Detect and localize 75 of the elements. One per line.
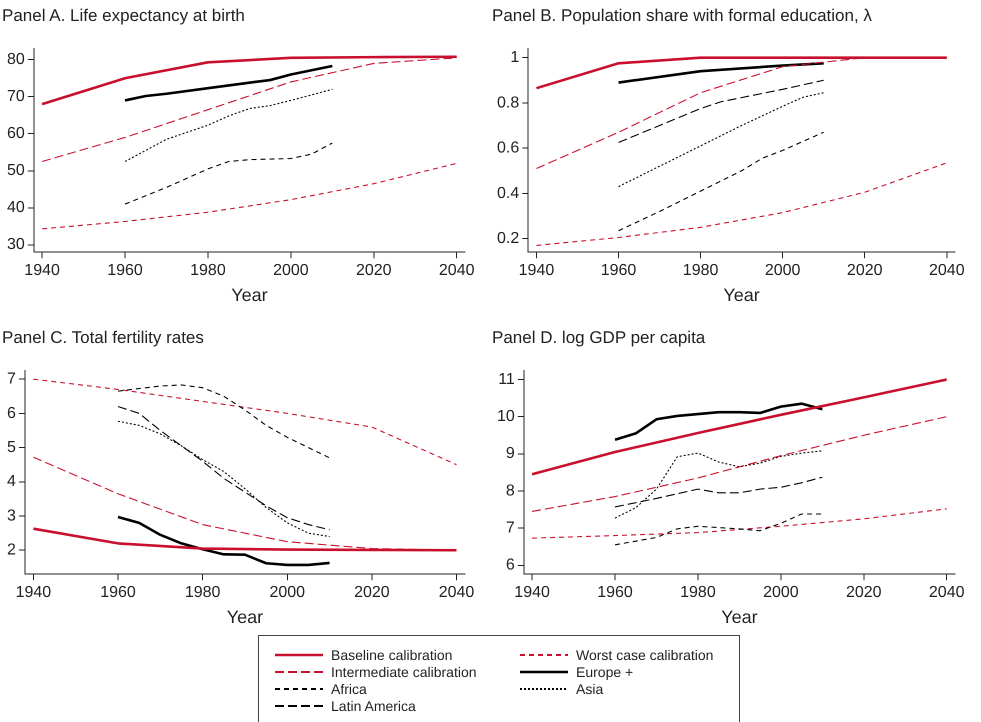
line-series — [618, 80, 824, 144]
line-series — [618, 92, 824, 188]
y-tick-label: 0.8 — [496, 94, 520, 112]
line-series — [124, 142, 333, 205]
x-tick-label: 2000 — [269, 584, 306, 602]
line-series — [117, 384, 330, 458]
x-tick-label: 1940 — [518, 262, 554, 280]
x-axis-title: Year — [721, 607, 758, 628]
x-axis-title: Year — [231, 285, 268, 306]
legend-label: Europe + — [576, 664, 634, 680]
line-series — [614, 513, 823, 546]
y-tick-label: 6 — [506, 556, 515, 574]
line-series — [532, 508, 948, 539]
y-tick-label: 7 — [6, 370, 16, 388]
x-tick-label: 1980 — [184, 584, 221, 602]
legend-label: Asia — [576, 680, 604, 696]
y-tick-label: 11 — [498, 370, 515, 388]
legend-label: Baseline calibration — [331, 646, 452, 662]
line-series — [124, 88, 333, 162]
chart-title: Panel B. Population share with formal education, λ — [492, 6, 872, 26]
chart-title: Panel C. Total fertility rates — [2, 328, 204, 348]
x-tick-label: 1980 — [680, 584, 716, 602]
x-axis-title: Year — [723, 285, 760, 306]
x-tick-label: 2040 — [438, 262, 475, 280]
x-tick-label: 2020 — [846, 584, 882, 602]
x-tick-label: 2020 — [354, 584, 390, 602]
x-tick-label: 2000 — [273, 262, 309, 280]
x-tick-label: 1940 — [24, 262, 60, 280]
y-tick-label: 3 — [6, 507, 16, 524]
x-tick-label: 1940 — [16, 584, 52, 602]
y-tick-label: 5 — [6, 439, 16, 456]
y-tick-label: 0.6 — [496, 140, 520, 157]
y-tick-label: 4 — [6, 473, 16, 490]
legend-label: Africa — [331, 680, 367, 696]
x-tick-label: 1980 — [190, 262, 226, 280]
x-tick-label: 1960 — [100, 584, 136, 602]
y-tick-label: 0.2 — [496, 230, 520, 248]
chart-title: Panel D. log GDP per capita — [492, 328, 706, 348]
y-tick-label: 9 — [506, 445, 515, 462]
line-series — [32, 378, 458, 466]
y-tick-label: 6 — [6, 404, 16, 422]
y-tick-label: 0.4 — [496, 184, 520, 202]
line-series — [614, 450, 823, 519]
x-tick-label: 2040 — [928, 262, 965, 280]
x-tick-label: 2040 — [438, 584, 474, 602]
legend-label: Intermediate calibration — [331, 664, 477, 680]
y-tick-label: 10 — [497, 408, 515, 426]
y-tick-label: 80 — [7, 51, 25, 68]
chart-title: Panel A. Life expectancy at birth — [2, 6, 245, 26]
x-tick-label: 2020 — [846, 262, 883, 280]
y-tick-label: 8 — [506, 482, 515, 500]
x-axis-title: Year — [226, 607, 264, 628]
line-series — [532, 416, 948, 512]
line-series — [618, 132, 824, 232]
x-tick-label: 1940 — [514, 584, 550, 602]
x-tick-label: 2000 — [763, 584, 799, 602]
x-tick-label: 2000 — [764, 262, 801, 280]
y-tick-label: 7 — [506, 520, 515, 537]
x-tick-label: 1960 — [600, 262, 636, 280]
y-tick-label: 1 — [510, 49, 520, 66]
y-tick-label: 30 — [7, 236, 25, 254]
line-series — [42, 162, 458, 230]
x-tick-label: 1960 — [597, 584, 633, 602]
y-tick-label: 60 — [7, 125, 25, 142]
line-series — [536, 162, 948, 246]
legend-label: Worst case calibration — [576, 646, 714, 662]
y-tick-label: 2 — [6, 542, 16, 559]
x-tick-label: 1980 — [682, 262, 718, 280]
x-tick-label: 2040 — [928, 584, 965, 602]
legend-label: Latin America — [331, 698, 416, 714]
y-tick-label: 50 — [7, 162, 25, 180]
y-tick-label: 70 — [7, 88, 25, 106]
x-tick-label: 1960 — [107, 262, 143, 280]
x-tick-label: 2020 — [356, 262, 392, 280]
y-tick-label: 40 — [7, 199, 25, 216]
